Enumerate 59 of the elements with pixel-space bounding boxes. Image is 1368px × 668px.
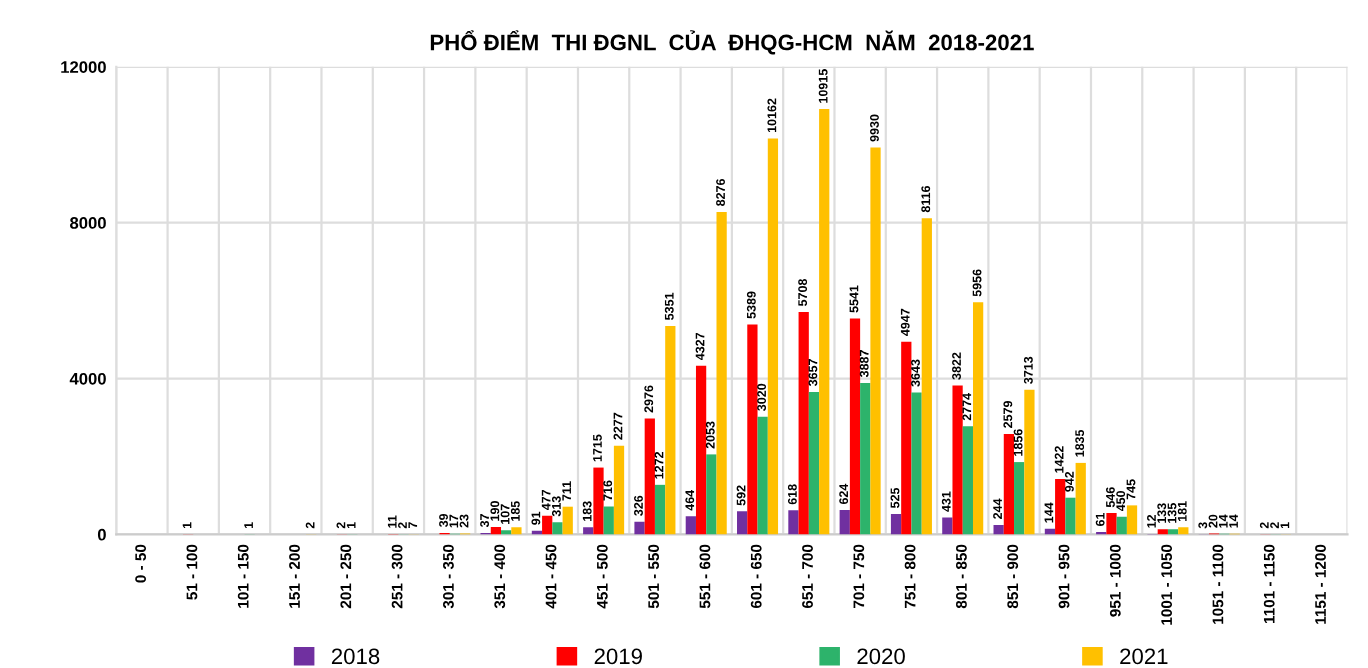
bar [798,311,809,535]
bar [583,527,594,535]
y-tick-label: 4000 [69,372,106,385]
bar [747,324,758,535]
bar [839,510,850,535]
bar [942,517,953,535]
bar [665,325,676,535]
bar [1106,513,1117,535]
bar [890,513,902,535]
bar [993,524,1004,535]
bar [757,416,768,535]
bar [767,138,779,535]
bar [685,516,696,535]
bar [552,522,563,535]
bar [603,506,614,535]
y-tick-label: 8000 [70,217,106,229]
bar [562,506,573,535]
bar [1157,529,1168,535]
chart-title: PHỔ ĐIỂM THI ĐGNL CỦA ĐHQG-HCM NĂM 2018-2021 [430,30,1034,55]
y-tick-label: 12000 [61,61,106,73]
bar [1024,389,1035,535]
bar [1178,527,1189,535]
bar [1065,497,1076,535]
bar [860,382,871,535]
legend-label: 2021 [1120,648,1168,665]
legend-label: 2020 [857,648,905,665]
bar [962,426,973,535]
bar [542,515,553,535]
bar [870,147,881,535]
bar [1126,505,1138,535]
bar [1055,478,1066,535]
bar [1167,529,1179,535]
bar [1014,462,1025,535]
bar [1075,462,1086,535]
bar [911,392,922,535]
legend-label: 2018 [331,648,380,665]
bar [737,511,748,535]
bar [634,521,645,535]
bar [952,385,963,535]
y-tick-label: 0 [97,528,106,541]
bar [819,109,830,535]
bar [808,391,820,535]
bar [644,418,655,535]
bar [849,318,861,535]
bar [593,467,604,535]
bar [490,527,502,535]
bar [1003,433,1015,535]
bar [921,218,932,535]
bar [972,302,984,535]
bar [695,365,707,535]
bar [511,527,522,535]
bar [788,510,799,535]
bar [706,454,717,535]
bar [716,211,727,535]
legend-label: 2019 [594,648,642,665]
bar [901,341,912,535]
bar [654,484,666,535]
bar [1116,516,1127,535]
bar [613,445,625,535]
